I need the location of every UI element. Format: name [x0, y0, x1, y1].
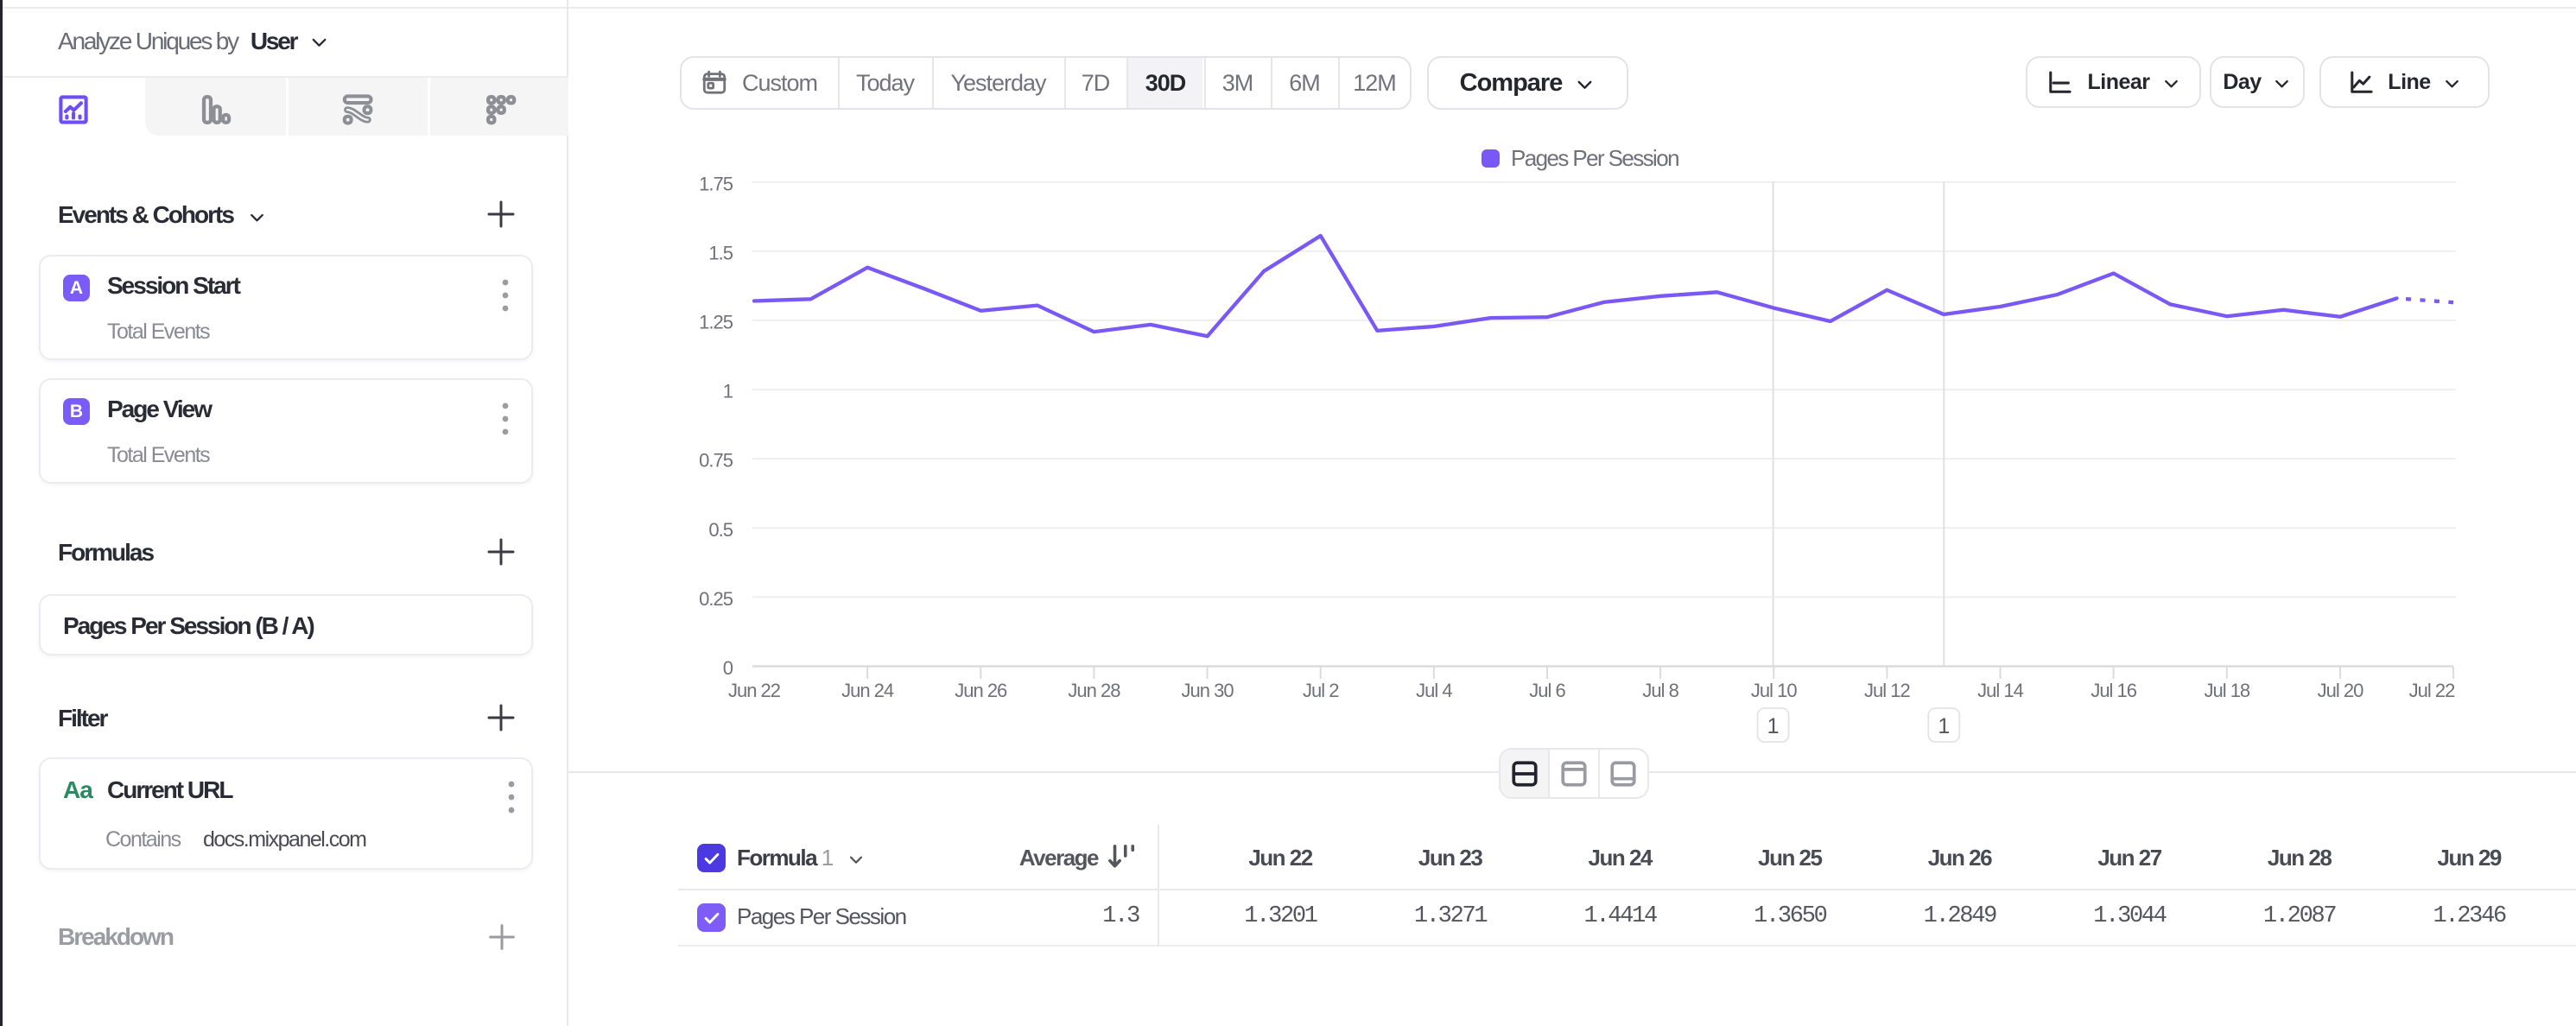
- svg-text:Jul 18: Jul 18: [2204, 680, 2249, 701]
- svg-text:Jul 22: Jul 22: [2409, 680, 2455, 701]
- svg-text:Jun 30: Jun 30: [1182, 680, 1234, 701]
- svg-text:Jun 28: Jun 28: [1068, 680, 1120, 701]
- svg-text:0.75: 0.75: [699, 450, 733, 472]
- svg-text:0.25: 0.25: [699, 588, 733, 610]
- svg-text:Jul 6: Jul 6: [1529, 680, 1565, 701]
- svg-text:Jun 24: Jun 24: [841, 680, 894, 701]
- svg-text:Jul 8: Jul 8: [1642, 680, 1678, 701]
- svg-text:Jun 22: Jun 22: [728, 680, 781, 701]
- svg-text:Jul 4: Jul 4: [1416, 680, 1452, 701]
- svg-text:Jul 10: Jul 10: [1751, 680, 1797, 701]
- svg-text:Jun 26: Jun 26: [955, 680, 1007, 701]
- svg-text:Jul 16: Jul 16: [2091, 680, 2136, 701]
- svg-text:1: 1: [1938, 714, 1950, 738]
- svg-text:0: 0: [723, 657, 733, 679]
- svg-text:Jul 20: Jul 20: [2318, 680, 2363, 701]
- svg-text:Jul 2: Jul 2: [1303, 680, 1339, 701]
- svg-text:1.5: 1.5: [708, 242, 733, 263]
- svg-text:1: 1: [1767, 714, 1780, 738]
- svg-text:Jul 12: Jul 12: [1864, 680, 1910, 701]
- svg-text:1.25: 1.25: [699, 312, 733, 333]
- svg-text:1: 1: [723, 381, 733, 402]
- svg-text:Jul 14: Jul 14: [1977, 680, 2023, 701]
- svg-text:0.5: 0.5: [708, 519, 733, 541]
- svg-text:1.75: 1.75: [699, 173, 733, 194]
